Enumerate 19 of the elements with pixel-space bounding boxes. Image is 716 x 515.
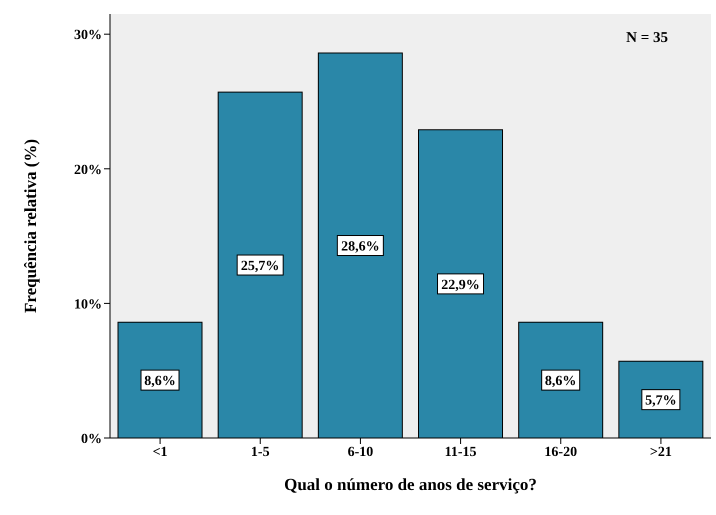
x-tick-label: 1-5 bbox=[250, 444, 270, 460]
x-tick-label: 16-20 bbox=[544, 444, 578, 460]
x-tick-label: >21 bbox=[650, 444, 672, 460]
y-tick-label: 30% bbox=[74, 28, 102, 44]
data-label: 22,9% bbox=[441, 278, 480, 293]
annotation: N = 35 bbox=[626, 30, 668, 47]
y-tick-label: 20% bbox=[74, 162, 102, 178]
x-tick-label: <1 bbox=[152, 444, 168, 460]
x-tick-label: 6-10 bbox=[348, 444, 374, 460]
y-tick-label: 10% bbox=[74, 297, 102, 312]
x-axis-title: Qual o número de anos de serviço? bbox=[284, 475, 537, 494]
y-axis-title: Frequência relativa (%) bbox=[21, 138, 40, 314]
data-label: 8,6% bbox=[544, 374, 576, 390]
data-label: 28,6% bbox=[341, 240, 380, 255]
x-tick-label: 11-15 bbox=[444, 444, 477, 460]
data-label: 5,7% bbox=[645, 394, 677, 409]
data-label: 8,6% bbox=[144, 374, 176, 390]
y-tick-label: 0% bbox=[81, 432, 102, 447]
data-label: 25,7% bbox=[240, 259, 280, 274]
